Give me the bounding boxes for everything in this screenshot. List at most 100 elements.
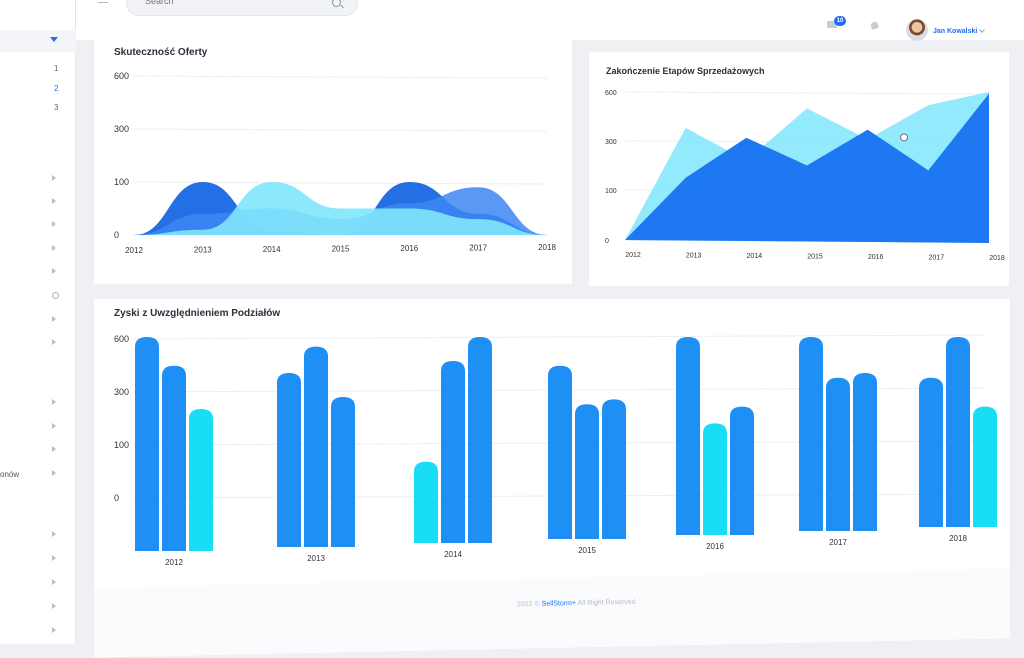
x-tick-label: 2013 [686,253,702,260]
search-box[interactable] [126,0,358,16]
bar [162,365,186,551]
chevron-right-icon[interactable] [52,399,56,405]
x-tick-label: 2014 [747,253,763,260]
bar [575,404,599,539]
bar [468,337,492,543]
x-tick-label: 2013 [194,246,212,255]
search-icon[interactable] [332,0,341,7]
bar [919,377,943,527]
bar [304,346,328,547]
bar [973,406,997,527]
sales-stages-chart: 600 300 100 0 2012 2013 2014 2015 2016 2017 2018 [605,90,1005,262]
bar [676,337,700,535]
profits-bar-chart: 600 300 100 0 2012 2013 2014 2015 2016 2017 2018 [114,334,997,567]
grid-line [133,128,548,132]
bar [799,337,823,531]
card-title: Skuteczność Oferty [114,47,208,58]
grid-line [133,334,985,340]
bar [826,377,850,531]
x-tick-label: 2016 [868,254,884,261]
chevron-right-icon[interactable] [52,555,56,561]
chevron-right-icon[interactable] [52,245,56,251]
data-point-marker [900,133,909,142]
menu-icon[interactable] [98,0,108,3]
x-tick-label: 2015 [578,546,596,555]
y-tick-label: 300 [114,124,129,134]
x-tick-label: 2017 [929,255,945,262]
mail-icon[interactable] [827,21,837,28]
bar [414,461,438,543]
chevron-down-icon[interactable] [50,37,58,42]
bell-icon[interactable] [870,21,879,30]
grid-line [133,75,548,79]
circle-icon[interactable] [52,292,59,299]
avatar[interactable] [906,19,928,41]
area-series-2 [625,93,989,243]
chevron-right-icon[interactable] [52,531,56,537]
y-tick-label: 100 [605,188,617,195]
chevron-right-icon[interactable] [52,339,56,345]
chevron-right-icon[interactable] [52,579,56,585]
profits-card: Zyski z Uwzględnieniem Podziałów 600 300 1… [94,299,1010,589]
bar [441,361,465,543]
bar [135,337,159,551]
footer-year: 2022 © [516,600,540,609]
sidebar-item-active[interactable] [0,30,76,52]
chevron-right-icon[interactable] [52,423,56,429]
bar [189,409,213,551]
x-tick-label: 2015 [807,254,823,261]
y-tick-label: 600 [114,71,129,81]
x-tick-label: 2012 [125,246,143,255]
y-tick-label: 300 [605,139,617,146]
sidebar: 1 2 3 onów [0,0,76,644]
x-tick-label: 2014 [444,550,462,559]
x-tick-label: 2016 [706,542,724,551]
y-tick-label: 0 [114,493,119,503]
sidebar-item-label[interactable]: onów [0,470,20,479]
chevron-right-icon[interactable] [52,603,56,609]
chevron-right-icon[interactable] [52,268,56,274]
bar [853,373,877,531]
bar [946,337,970,527]
chevron-right-icon[interactable] [52,198,56,204]
bar [277,373,301,547]
sidebar-subitem-1[interactable]: 1 [54,64,59,73]
x-tick-label: 2012 [625,252,641,259]
y-tick-label: 0 [114,230,119,240]
offer-effectiveness-chart: 600 300 100 0 2012 2013 2014 2015 2016 2017 2018 [114,71,556,255]
chevron-right-icon[interactable] [52,316,56,322]
footer-brand-link[interactable]: SellStorm+ [541,600,577,608]
y-tick-label: 100 [114,177,129,187]
bar [548,365,572,539]
footer-rights: All Right Reserved [577,598,636,607]
grid-line [624,91,990,95]
x-tick-label: 2014 [263,245,281,254]
chevron-right-icon[interactable] [52,221,56,227]
y-tick-label: 600 [114,334,129,344]
x-tick-label: 2015 [332,245,350,254]
chevron-down-icon[interactable] [979,27,985,33]
x-tick-label: 2018 [538,243,556,252]
chevron-right-icon[interactable] [52,627,56,633]
top-bar: 10 Jan Kowalski [76,0,1024,41]
card-title: Zakończenie Etapów Sprzedażowych [606,66,765,76]
y-tick-label: 100 [114,440,129,450]
chevron-right-icon[interactable] [52,446,56,452]
chevron-right-icon[interactable] [52,470,56,476]
user-name[interactable]: Jan Kowalski [933,28,978,35]
x-tick-label: 2017 [829,538,847,547]
sidebar-subitem-2[interactable]: 2 [54,84,59,93]
sales-stages-card: Zakończenie Etapów Sprzedażowych 600 300 1… [589,52,1009,286]
x-tick-label: 2018 [949,534,967,543]
x-tick-label: 2013 [307,554,325,563]
y-tick-label: 0 [605,238,609,245]
bar [602,399,626,539]
chevron-right-icon[interactable] [52,175,56,181]
search-input[interactable] [145,0,315,6]
bar [703,423,727,535]
card-title: Zyski z Uwzględnieniem Podziałów [114,308,281,319]
offer-effectiveness-card: Skuteczność Oferty 600 300 100 0 2012 2013 201… [94,38,572,284]
bar [730,406,754,535]
x-tick-label: 2012 [165,558,183,567]
sidebar-subitem-3[interactable]: 3 [54,103,59,112]
